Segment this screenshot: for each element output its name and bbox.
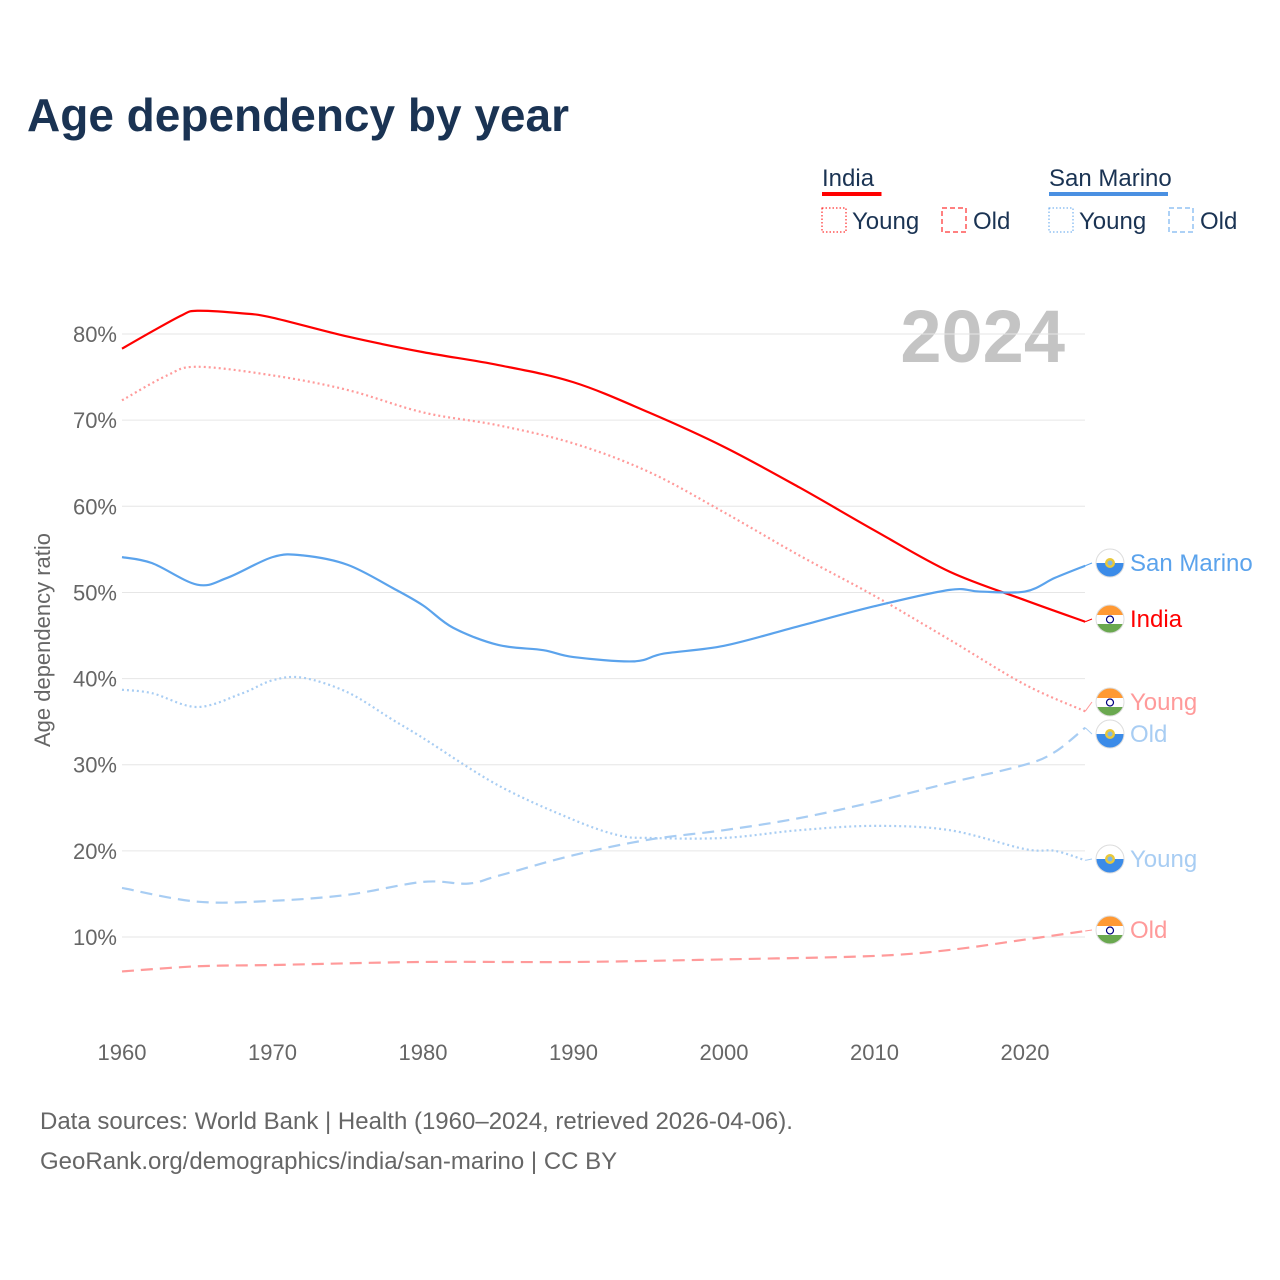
- footer-link[interactable]: GeoRank.org/demographics/india/san-marin…: [40, 1148, 618, 1175]
- legend-group-india[interactable]: India: [822, 165, 875, 192]
- chart-title: Age dependency by year: [27, 89, 569, 141]
- end-label-san-marino: San Marino: [1130, 550, 1253, 577]
- y-tick-label: 80%: [73, 322, 117, 347]
- series-line-india-young: [121, 365, 1086, 713]
- y-axis-label: Age dependency ratio: [30, 533, 55, 747]
- y-tick-label: 40%: [73, 667, 117, 692]
- label-connector: [1085, 618, 1093, 623]
- label-connector: [1085, 858, 1093, 861]
- india-flag-icon: [1095, 915, 1125, 945]
- san-marino-flag-icon: [1095, 548, 1125, 578]
- x-tick-label: 1970: [248, 1040, 297, 1065]
- series-line-san-marino: [121, 553, 1086, 663]
- legend-group-san-marino[interactable]: San Marino: [1049, 165, 1172, 192]
- series-line-india: [121, 309, 1086, 623]
- end-label-india-young: Young: [1130, 689, 1197, 716]
- legend-item-young[interactable]: Young: [852, 208, 919, 235]
- legend-item-old[interactable]: Old: [973, 208, 1010, 235]
- legend-swatch-old: [941, 207, 967, 233]
- san-marino-flag-icon: [1095, 844, 1125, 874]
- india-flag-icon: [1095, 604, 1125, 634]
- year-watermark: 2024: [900, 295, 1065, 378]
- end-label-san-marino-old: Old: [1130, 721, 1167, 748]
- y-tick-label: 60%: [73, 494, 117, 519]
- label-connector: [1084, 701, 1093, 712]
- series-line-san-marino-young: [121, 675, 1086, 862]
- series-line-san-marino-old: [121, 726, 1086, 904]
- y-tick-label: 70%: [73, 408, 117, 433]
- legend-item-young[interactable]: Young: [1079, 208, 1146, 235]
- x-tick-label: 1960: [98, 1040, 147, 1065]
- footer-sources: Data sources: World Bank | Health (1960–…: [40, 1108, 793, 1135]
- x-tick-label: 1980: [399, 1040, 448, 1065]
- legend-item-old[interactable]: Old: [1200, 208, 1237, 235]
- y-tick-label: 30%: [73, 753, 117, 778]
- x-tick-label: 1990: [549, 1040, 598, 1065]
- end-label-san-marino-young: Young: [1130, 846, 1197, 873]
- y-tick-label: 10%: [73, 925, 117, 950]
- y-tick-label: 50%: [73, 580, 117, 605]
- legend-swatch-young: [821, 207, 847, 233]
- y-tick-label: 20%: [73, 839, 117, 864]
- x-tick-label: 2010: [850, 1040, 899, 1065]
- label-connector: [1085, 562, 1093, 567]
- x-tick-label: 2020: [1001, 1040, 1050, 1065]
- legend-swatch-young: [1048, 207, 1074, 233]
- end-label-india: India: [1130, 606, 1183, 633]
- india-flag-icon: [1095, 687, 1125, 717]
- san-marino-flag-icon: [1095, 719, 1125, 749]
- x-tick-label: 2000: [700, 1040, 749, 1065]
- label-connector: [1085, 929, 1093, 932]
- end-label-india-old: Old: [1130, 917, 1167, 944]
- legend-swatch-old: [1168, 207, 1194, 233]
- label-connector: [1084, 727, 1093, 735]
- series-line-india-old: [121, 929, 1086, 973]
